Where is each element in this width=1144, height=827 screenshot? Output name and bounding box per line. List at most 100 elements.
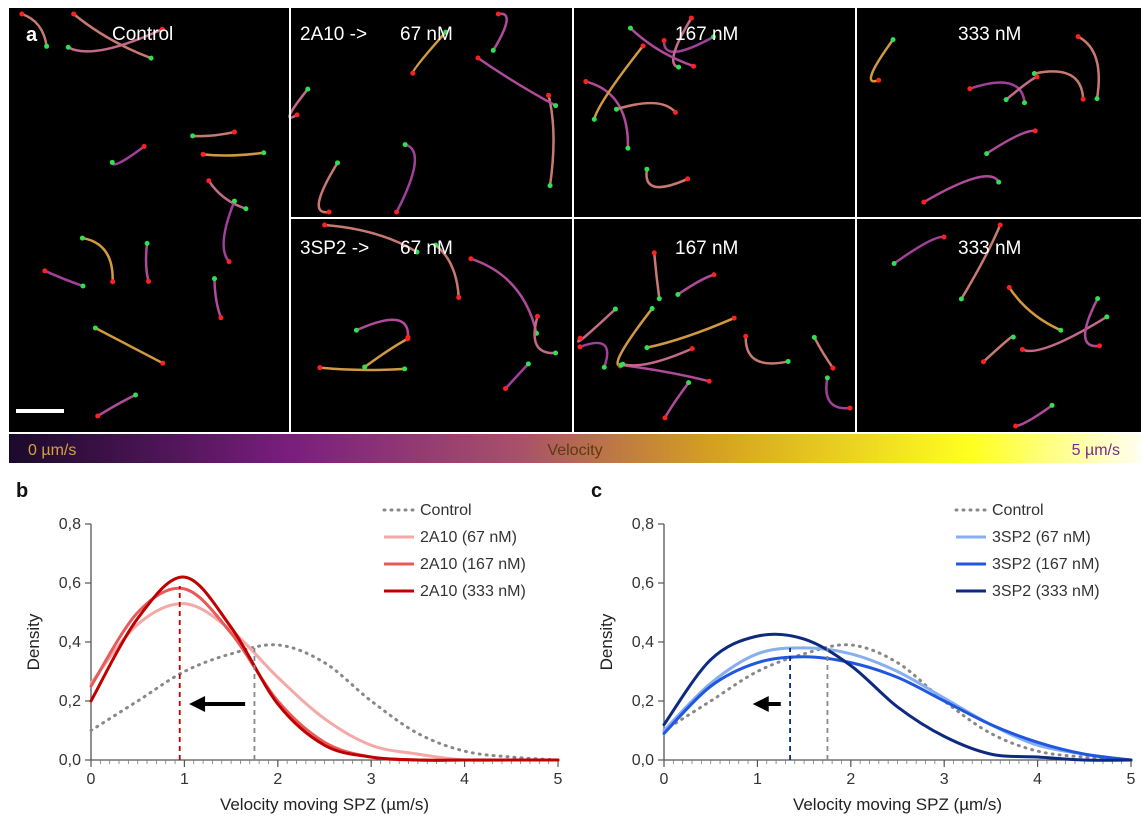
- track-end-marker: [688, 15, 694, 21]
- track: [922, 175, 1000, 204]
- x-tick-label: 0: [87, 771, 96, 788]
- track-start-marker: [80, 283, 86, 289]
- track-start-marker: [601, 364, 607, 370]
- track-start-marker: [92, 325, 98, 331]
- track: [96, 393, 137, 418]
- tile-2a10-prefix: 2A10 ->: [300, 24, 367, 45]
- track: [578, 341, 609, 369]
- track-start-marker: [1031, 71, 1037, 77]
- track-start-marker: [591, 116, 597, 122]
- track-end-marker: [980, 359, 986, 365]
- track-start-marker: [656, 296, 662, 302]
- series-line: [89, 575, 560, 762]
- track-start-marker: [305, 86, 311, 92]
- track-start-marker: [109, 159, 115, 165]
- track-end-marker: [743, 333, 749, 339]
- track-start-marker: [443, 29, 449, 35]
- tile-3sp2-167-label: 167 nM: [675, 238, 738, 259]
- track-start-marker: [243, 206, 249, 212]
- track-end-marker: [1032, 128, 1038, 134]
- track-end-marker: [661, 37, 667, 43]
- track-start-marker: [148, 55, 154, 61]
- track-start-marker: [1058, 327, 1064, 333]
- track-end-marker: [967, 86, 973, 92]
- tile-3sp2-67-label: 67 nM: [400, 238, 453, 259]
- track-start-marker: [144, 240, 150, 246]
- tile-2a10-333-label: 333 nM: [958, 24, 1021, 45]
- track-start-marker: [433, 242, 439, 248]
- x-tick-label: 5: [554, 771, 563, 788]
- chart-panel-c: 0 1 2 3 4 5 0,0 0,2 0,4 0,6 0,8 Velocity moving SPZ…: [597, 502, 1136, 814]
- track: [191, 130, 236, 138]
- tile-3sp2-333-label: 333 nM: [958, 238, 1021, 259]
- track-start-marker: [612, 306, 618, 312]
- track: [201, 151, 265, 157]
- track-start-marker: [627, 25, 633, 31]
- track-end-marker: [160, 360, 166, 366]
- track: [355, 318, 410, 339]
- track-end-marker: [876, 77, 882, 83]
- track: [144, 242, 150, 283]
- track: [593, 44, 645, 121]
- x-tick-label: 0: [660, 771, 669, 788]
- track-start-marker: [644, 345, 650, 351]
- y-tick-label: 0,8: [59, 516, 81, 533]
- track: [476, 56, 557, 107]
- track-end-marker: [146, 278, 152, 284]
- track: [968, 81, 1026, 104]
- track: [469, 257, 538, 335]
- track-start-marker: [625, 145, 631, 151]
- track-end-marker: [583, 79, 589, 85]
- track-end-marker: [468, 256, 474, 262]
- track-start-marker: [1003, 97, 1009, 103]
- legend-label: Control: [420, 502, 472, 519]
- track-end-marker: [326, 209, 332, 215]
- track-start-marker: [1094, 96, 1100, 102]
- track-end-marker: [731, 315, 737, 321]
- legend-label: 3SP2 (67 nM): [992, 529, 1091, 546]
- y-tick-label: 0,6: [632, 575, 654, 592]
- legend-label: 3SP2 (333 nM): [992, 583, 1100, 600]
- track-start-marker: [811, 334, 817, 340]
- track-start-marker: [958, 296, 964, 302]
- x-tick-label: 1: [180, 771, 189, 788]
- track: [434, 243, 460, 299]
- y-tick-label: 0,4: [632, 634, 654, 651]
- track: [43, 269, 85, 288]
- tile-control-label: Control: [112, 24, 173, 45]
- track-end-marker: [206, 178, 212, 184]
- track-end-marker: [322, 222, 328, 228]
- track-end-marker: [226, 259, 232, 265]
- y-axis-title: Density: [24, 613, 43, 670]
- track-end-marker: [847, 405, 853, 411]
- track: [66, 27, 164, 53]
- track-end-marker: [200, 151, 206, 157]
- track: [813, 336, 835, 370]
- track: [317, 161, 339, 214]
- track-start-marker: [362, 364, 368, 370]
- panel-b-label: b: [16, 480, 28, 502]
- track: [652, 251, 661, 300]
- track: [1021, 315, 1109, 353]
- track: [533, 315, 557, 355]
- microscopy-panel: a Control 2A10 -> 67 nM 167 nM 333 nM 3S…: [9, 8, 1141, 432]
- track-start-marker: [335, 160, 341, 166]
- track: [1033, 70, 1085, 101]
- shift-arrow-head: [189, 695, 206, 712]
- track: [94, 326, 165, 365]
- track-end-marker: [71, 11, 77, 17]
- panel-c-label: c: [591, 480, 602, 502]
- track-end-marker: [577, 335, 583, 341]
- track-end-marker: [19, 11, 25, 17]
- track: [645, 316, 736, 349]
- track-end-marker: [159, 26, 165, 32]
- velocity-colorbar: 0 µm/s Velocity 5 µm/s: [9, 434, 1141, 463]
- track-end-marker: [394, 209, 400, 215]
- track-end-marker: [218, 315, 224, 321]
- track: [72, 12, 153, 60]
- y-tick-label: 0,0: [632, 752, 654, 769]
- track-start-marker: [261, 150, 267, 156]
- track-start-marker: [211, 276, 217, 282]
- track-start-marker: [824, 375, 830, 381]
- track-end-marker: [685, 176, 691, 182]
